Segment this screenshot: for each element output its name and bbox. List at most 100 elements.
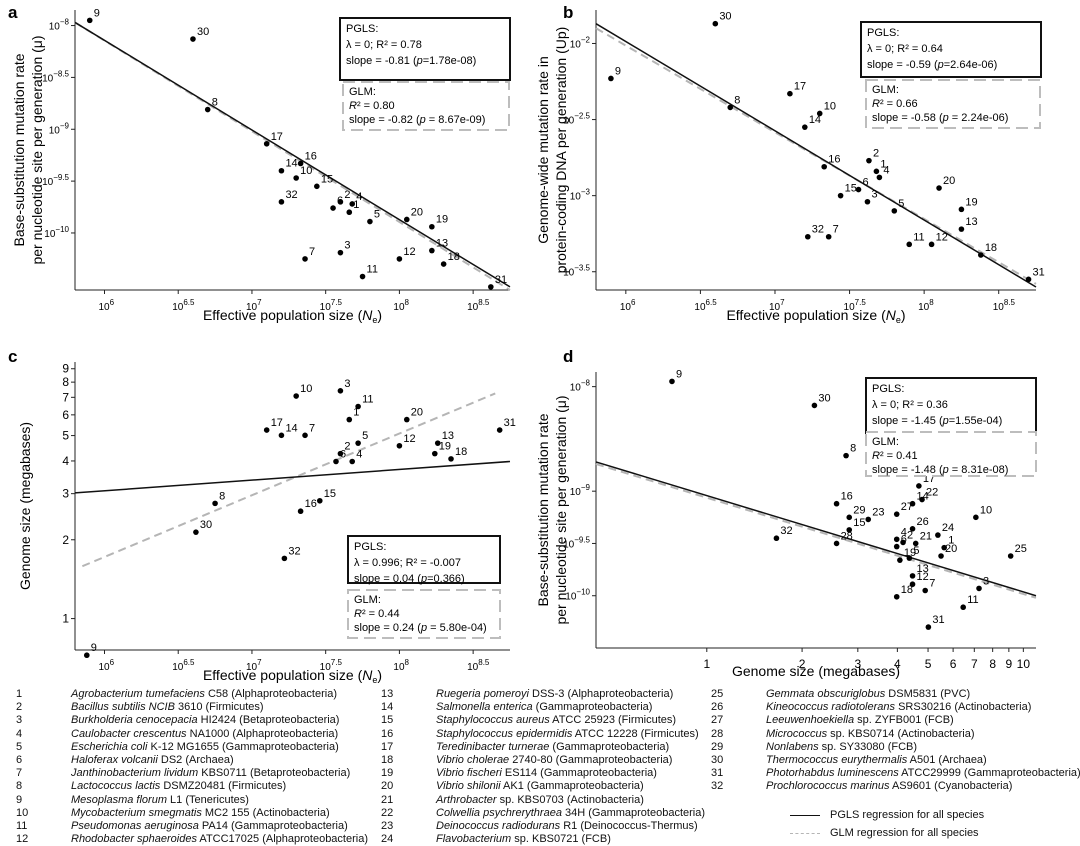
data-point-8 [843,452,849,459]
point-label-18: 18 [901,584,913,596]
y-tick-label: 6 [62,408,69,422]
data-point-14 [278,432,285,439]
point-label-20: 20 [411,407,423,419]
point-label-30: 30 [719,11,731,23]
point-label-20: 20 [945,543,957,555]
species-number: 15 [381,714,394,727]
data-point-16 [833,500,840,507]
data-point-13 [909,573,916,579]
x-tick-label: 6 [950,657,957,671]
data-point-1 [346,416,353,423]
data-point-3 [864,198,871,205]
y-axis-label: per nucleotide site per generation (μ) [29,35,45,264]
pgls-line2: slope = -0.81 (p=1.78e-08) [346,55,476,67]
y-tick-label: 10−3.5 [563,264,590,279]
point-label-31: 31 [932,614,944,626]
pgls-stats-box [347,535,501,584]
data-point-15 [846,527,853,533]
x-tick-label: 106 [98,658,114,673]
x-tick-label: 107 [769,298,785,313]
data-point-18 [893,593,900,600]
species-number: 10 [16,806,29,819]
data-point-32 [281,555,288,562]
data-point-4 [893,536,900,543]
species-name: Colwellia psychrerythraea 34H (Gammaprot… [436,806,706,819]
point-label-24: 24 [942,522,954,534]
point-label-32: 32 [780,525,792,537]
glm-line1: R² = 0.41 [872,450,918,462]
species-name: Rhodobacter sphaeroides ATCC17025 (Alpha… [71,833,368,846]
regression-key-glm-label: GLM regression for all species [830,827,979,839]
data-point-30 [811,402,818,409]
point-label-3: 3 [871,189,877,201]
point-label-14: 14 [809,114,821,126]
x-tick-label: 8 [989,657,996,671]
y-tick-label: 10−3 [570,188,591,203]
y-tick-label: 9 [62,362,69,376]
glm-stats-box [342,81,510,131]
pgls-line1: λ = 0.996; R² = -0.007 [354,557,461,569]
y-tick-label: 10−9.5 [42,173,69,188]
x-axis-label: Effective population size (Ne) [726,307,905,325]
glm-line-swatch [790,833,820,834]
glm-title: GLM: [354,594,381,606]
glm-line2: slope = 0.24 (p = 5.80e-04) [354,622,487,634]
point-label-15: 15 [845,183,857,195]
pgls-regression-line [74,21,511,288]
point-label-7: 7 [309,422,315,434]
data-point-14 [909,500,916,507]
species-name: Janthinobacterium lividum KBS0711 (Betap… [71,767,351,780]
species-name: Staphylococcus epidermidis ATCC 12228 (F… [436,727,699,740]
pgls-line2: slope = -1.45 (p=1.55e-04) [872,415,1002,427]
species-name: Salmonella enterica (Gammaproteobacteria… [436,701,653,714]
point-label-8: 8 [212,97,218,109]
y-tick-label: 3 [62,487,69,501]
species-number: 31 [711,767,724,780]
species-number: 22 [381,806,394,819]
data-point-23 [865,516,872,523]
point-label-11: 11 [367,264,378,276]
panel-letter: b [563,3,573,22]
data-point-32 [804,233,811,240]
data-point-3 [976,585,982,592]
glm-line1: R² = 0.80 [349,100,395,112]
point-label-11: 11 [362,394,373,406]
point-label-1: 1 [353,407,359,419]
y-tick-label: 10−8.5 [42,69,69,84]
pgls-stats-box [865,377,1037,434]
pgls-stats-box [860,21,1042,78]
data-point-4 [349,201,356,207]
point-label-32: 32 [288,545,300,557]
x-tick-label: 108.5 [467,298,490,313]
species-number: 11 [16,819,28,832]
data-point-11 [906,241,913,248]
y-tick-label: 10−10 [44,225,69,240]
species-name: Mesoplasma florum L1 (Tenericutes) [71,793,249,806]
data-point-13 [958,226,965,232]
data-point-13 [434,440,441,446]
data-point-4 [876,174,883,181]
pgls-regression-line [595,461,1037,597]
point-label-15: 15 [324,488,336,500]
point-label-28: 28 [841,530,853,542]
species-number: 12 [16,833,29,846]
species-name: Pseudomonas aeruginosa PA14 (Gammaproteo… [71,819,348,832]
species-number: 18 [381,753,394,766]
x-tick-label: 106.5 [172,298,195,313]
point-label-16: 16 [841,491,853,503]
data-point-18 [448,456,454,462]
data-point-6 [333,458,339,465]
data-point-7 [302,432,308,439]
data-point-12 [396,256,403,262]
data-point-13 [429,247,435,254]
species-number: 4 [16,727,23,740]
point-label-2: 2 [873,148,879,160]
point-label-3: 3 [344,240,350,252]
point-label-9: 9 [94,7,100,19]
point-label-8: 8 [850,443,856,455]
point-label-12: 12 [936,231,948,243]
species-name: Caulobacter crescentus NA1000 (Alphaprot… [71,727,339,740]
